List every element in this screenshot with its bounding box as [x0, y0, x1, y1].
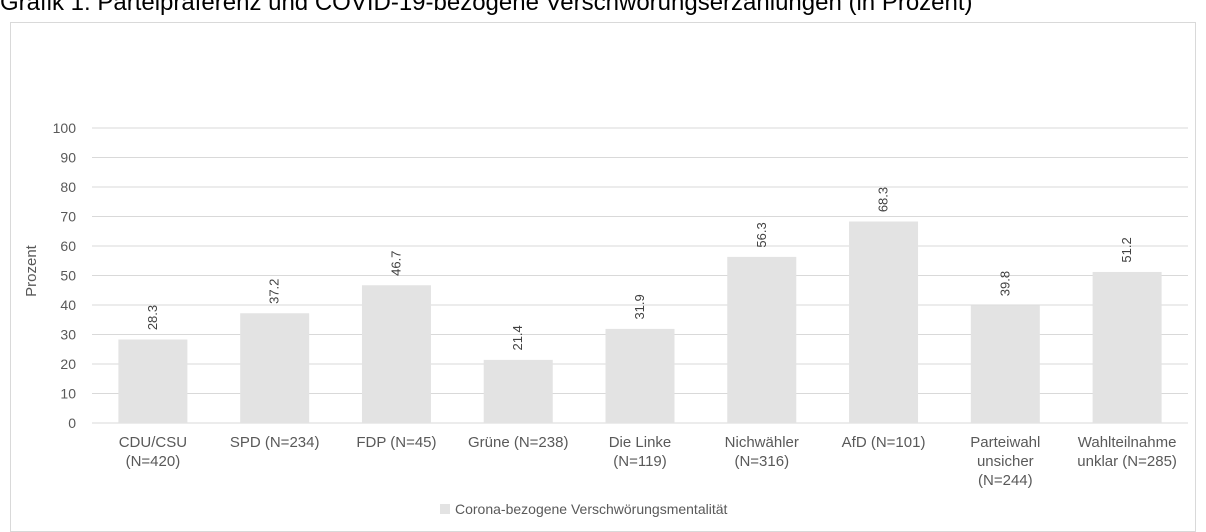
- category-label: (N=316): [734, 453, 789, 470]
- data-labels: 28.3 37.2 46.7 21.4 31.9 56.3 68.3 39.8 51.2: [145, 187, 1134, 351]
- data-label: 46.7: [388, 251, 403, 276]
- bar: [118, 339, 188, 423]
- bar: [849, 221, 919, 423]
- y-tick-labels: 0 10 20 30 40 50 60 70 80 90 100: [53, 120, 77, 431]
- category-label: Die Linke: [609, 434, 672, 451]
- y-axis-title: Prozent: [23, 244, 40, 297]
- legend-label: Corona-bezogene Verschwörungsmentalität: [455, 501, 727, 517]
- data-label: 31.9: [632, 294, 647, 319]
- data-label: 37.2: [267, 279, 282, 304]
- bar: [970, 305, 1040, 423]
- y-tick-label: 10: [60, 386, 76, 402]
- y-tick-label: 70: [60, 209, 76, 225]
- bar: [483, 359, 553, 423]
- bar: [727, 256, 797, 423]
- data-label: 28.3: [145, 305, 160, 330]
- y-tick-label: 0: [68, 415, 76, 431]
- category-label: Grüne (N=238): [468, 434, 568, 451]
- bar: [605, 328, 675, 423]
- y-tick-label: 80: [60, 179, 76, 195]
- category-label: (N=119): [613, 453, 667, 470]
- y-tick-label: 40: [60, 297, 76, 313]
- y-tick-label: 100: [53, 120, 77, 136]
- category-label: Nichwähler: [725, 434, 799, 451]
- y-tick-label: 50: [60, 268, 76, 284]
- page-title: Grafik 1: Parteipräferenz und COVID-19-b…: [0, 0, 973, 16]
- category-label: unklar (N=285): [1077, 453, 1177, 470]
- y-tick-label: 60: [60, 238, 76, 254]
- data-label: 56.3: [754, 222, 769, 247]
- legend: Corona-bezogene Verschwörungsmentalität: [440, 501, 727, 517]
- category-label: (N=244): [978, 472, 1033, 489]
- data-label: 68.3: [876, 187, 891, 212]
- bar: [240, 313, 310, 423]
- y-tick-label: 90: [60, 150, 76, 166]
- category-label: AfD (N=101): [842, 434, 926, 451]
- data-label: 21.4: [510, 325, 525, 350]
- category-label: unsicher: [977, 453, 1034, 470]
- category-label: FDP (N=45): [356, 434, 436, 451]
- bar: [361, 285, 431, 423]
- category-labels: CDU/CSU (N=420) SPD (N=234) FDP (N=45) Grüne…: [119, 434, 1177, 489]
- category-label: SPD (N=234): [230, 434, 320, 451]
- category-label: Parteiwahl: [970, 434, 1040, 451]
- y-tick-label: 30: [60, 327, 76, 343]
- category-label: Wahlteilnahme: [1078, 434, 1177, 451]
- category-label: CDU/CSU: [119, 434, 187, 451]
- bars: [118, 221, 1162, 423]
- data-label: 39.8: [997, 271, 1012, 296]
- data-label: 51.2: [1119, 237, 1134, 262]
- category-label: (N=420): [126, 453, 181, 470]
- bar: [1092, 271, 1162, 423]
- legend-swatch: [440, 504, 450, 514]
- y-tick-label: 20: [60, 356, 76, 372]
